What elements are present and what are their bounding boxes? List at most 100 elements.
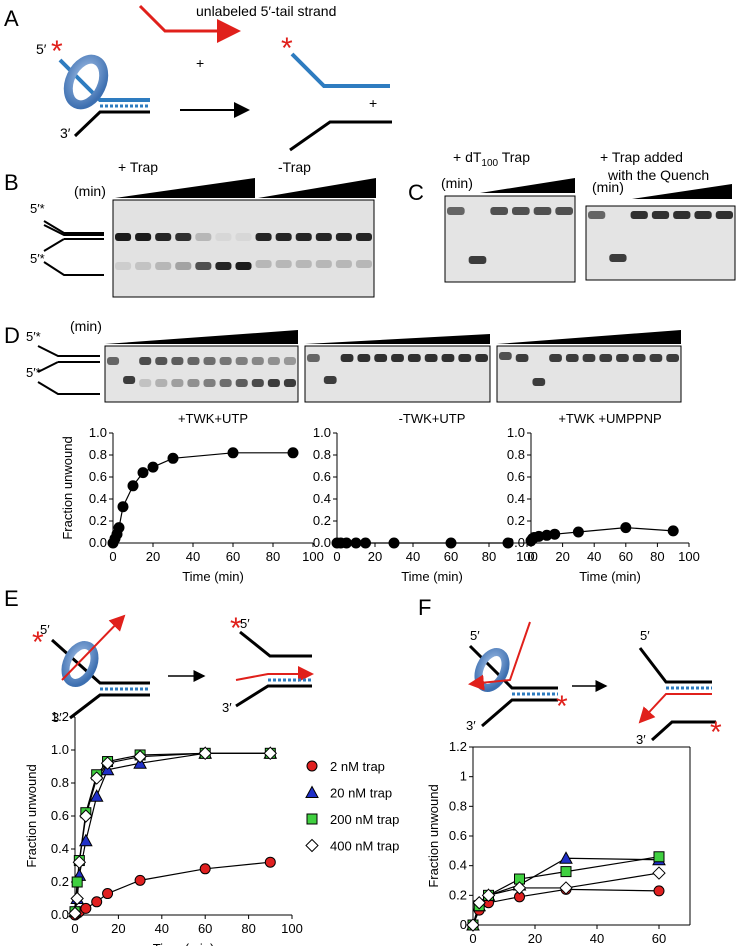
gel-band (203, 357, 216, 365)
y-tick-label: 1.2 (449, 739, 467, 754)
y-tick-label: 0.4 (313, 491, 331, 506)
diagram-e: 5′ * 3′ * 5′ 3′ (32, 612, 314, 725)
legend-marker (306, 760, 318, 772)
gel-band (187, 379, 200, 387)
x-tick-label: 80 (241, 921, 255, 936)
legend-label: 400 nM trap (330, 839, 399, 854)
gel-band (588, 211, 606, 219)
data-point (360, 537, 371, 549)
gel-band (447, 207, 465, 215)
data-point (137, 467, 149, 479)
end-label: 5′* (30, 201, 45, 216)
y-tick-label: 0 (460, 917, 467, 932)
gel-band (632, 354, 646, 362)
data-point (134, 874, 146, 886)
gel-band (694, 211, 712, 219)
x-tick-label: 0 (333, 549, 340, 564)
data-point (80, 902, 92, 914)
x-tick-label: 0 (109, 549, 116, 564)
gel-band (441, 354, 455, 362)
y-tick-label: 1.0 (89, 425, 107, 440)
gel-band (175, 262, 192, 270)
data-point (653, 851, 665, 863)
gel-band (355, 233, 372, 241)
gel-band (155, 233, 172, 241)
gel-band (357, 354, 371, 362)
y-tick-label: 1.2 (51, 709, 69, 724)
x-tick-label: 60 (619, 549, 633, 564)
end-label: 3′ (222, 700, 232, 715)
gel-band (475, 354, 488, 362)
data-point (117, 501, 129, 513)
x-tick-label: 20 (555, 549, 569, 564)
gel-band (155, 379, 168, 387)
data-point (89, 789, 104, 802)
y-axis-label: Fraction unwound (60, 436, 75, 539)
gel-band (582, 354, 596, 362)
x-tick-label: 100 (678, 549, 700, 564)
legend-marker (305, 785, 319, 798)
gel-band (219, 357, 232, 365)
gel-band (107, 357, 120, 365)
end-label: 3′ (52, 710, 62, 725)
data-point (91, 896, 103, 908)
gel-band (499, 352, 512, 360)
gel-band (215, 233, 232, 241)
end-label: 5′ (240, 616, 250, 631)
gel-band (171, 357, 184, 365)
gel-band (115, 262, 132, 270)
data-point (89, 771, 104, 785)
data-point (263, 746, 278, 761)
gel-band (651, 211, 670, 219)
x-tick-label: 20 (111, 921, 125, 936)
y-tick-label: 0.4 (507, 491, 525, 506)
y-tick-label: 0.2 (507, 513, 525, 528)
y-tick-label: 0.8 (507, 447, 525, 462)
diagram-f: 5′ * 3′ 5′ * 3′ (466, 621, 722, 749)
gel-band (609, 254, 627, 262)
y-tick-label: 0.2 (449, 887, 467, 902)
gel-band (335, 233, 352, 241)
data-point (445, 537, 457, 549)
y-tick-label: 0.0 (313, 535, 331, 550)
x-tick-label: 40 (406, 549, 420, 564)
gel-band (424, 354, 438, 362)
gel-band (512, 207, 530, 215)
data-point (133, 749, 147, 764)
data-point (549, 528, 561, 540)
gel-band (307, 354, 320, 362)
gel-band (515, 354, 529, 362)
gel-band (555, 207, 573, 215)
gel-band (139, 357, 152, 365)
gel-band (251, 357, 264, 365)
x-tick-label: 60 (198, 921, 212, 936)
gel-band (374, 354, 388, 362)
x-axis-label: Time (min) (579, 569, 641, 584)
gel-band (195, 262, 212, 270)
legend-label: 2 nM trap (330, 759, 385, 774)
condition-label: + Trap (118, 159, 158, 175)
data-point (127, 480, 139, 492)
y-tick-label: 0.4 (89, 491, 107, 506)
series-line (74, 861, 271, 916)
panel-b: + Trap -Trap (min) 5′* 5′* (30, 159, 376, 298)
label-star: * (281, 32, 293, 65)
data-point (559, 851, 573, 864)
gel-band (458, 354, 472, 362)
gel-band (532, 378, 546, 386)
gel-band (155, 357, 168, 365)
gel-band (195, 233, 212, 241)
data-point (667, 525, 679, 537)
y-tick-label: 0.8 (51, 775, 69, 790)
legend-marker (306, 813, 318, 825)
data-point (70, 891, 84, 906)
data-point (472, 896, 486, 910)
gel-band (175, 233, 192, 241)
y-tick-label: 1 (460, 769, 467, 784)
gel-band (649, 354, 663, 362)
label-star: * (51, 35, 63, 68)
condition-label: with the Quench (607, 167, 709, 183)
label-star: * (230, 612, 242, 645)
gel-band (203, 379, 216, 387)
series-line (472, 872, 660, 926)
